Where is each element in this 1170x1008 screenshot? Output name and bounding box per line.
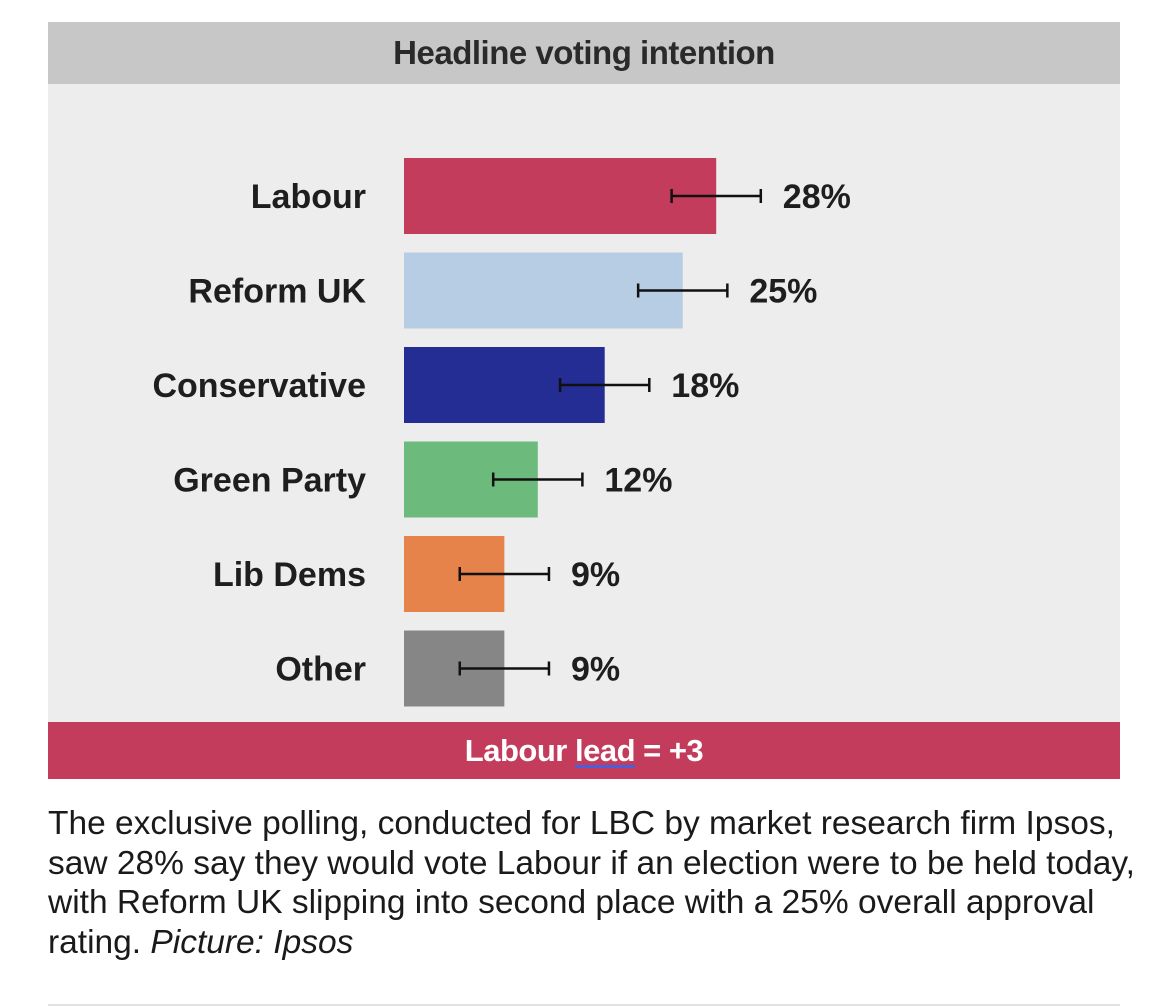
value-label-lib-dems: 9% [571, 556, 620, 594]
category-label-other: Other [275, 651, 366, 689]
bar-reform-uk [404, 252, 683, 329]
caption-text: The exclusive polling, conducted for LBC… [48, 805, 1135, 961]
lead-prefix: Labour [464, 732, 575, 768]
category-label-green-party: Green Party [173, 462, 366, 500]
value-label-conservative: 18% [671, 367, 739, 405]
bar-labour [404, 158, 717, 234]
category-label-labour: Labour [251, 178, 366, 216]
picture-credit: Picture: Ipsos [150, 923, 354, 961]
value-label-green-party: 12% [604, 462, 672, 500]
chart-title: Headline voting intention [48, 22, 1120, 84]
category-label-conservative: Conservative [152, 367, 366, 405]
value-label-other: 9% [571, 651, 620, 689]
divider [48, 1004, 1120, 1006]
poll-card: Headline voting intention Labour 28% Refor… [48, 22, 1120, 779]
bar-chart: Labour 28% Reform UK 25% Conservative 18% Gree… [152, 158, 851, 707]
image-caption: The exclusive polling, conducted for LBC… [48, 804, 1138, 962]
value-label-reform-uk: 25% [749, 273, 817, 311]
value-label-labour: 28% [783, 178, 851, 216]
lead-value: = +3 [635, 732, 704, 768]
category-label-reform-uk: Reform UK [188, 273, 366, 311]
lead-banner: Labour lead = +3 [48, 722, 1120, 779]
category-label-lib-dems: Lib Dems [213, 556, 366, 594]
lead-link[interactable]: lead [574, 732, 636, 768]
